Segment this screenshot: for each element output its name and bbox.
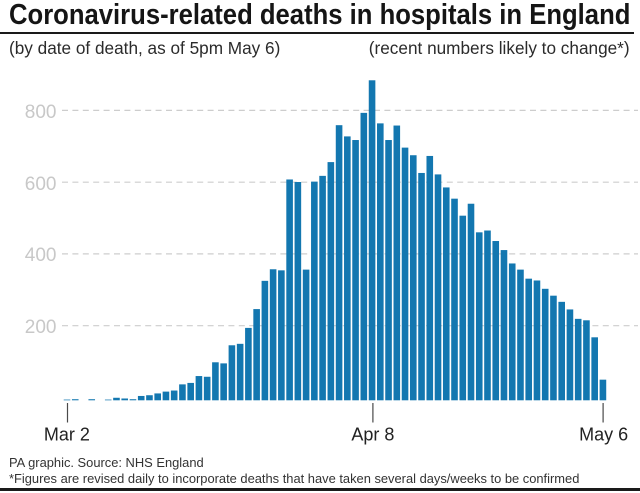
svg-text:600: 600 [25, 174, 57, 195]
svg-text:200: 200 [25, 317, 57, 338]
svg-text:May 6: May 6 [579, 425, 628, 445]
svg-text:800: 800 [25, 102, 57, 123]
svg-text:Apr 8: Apr 8 [351, 425, 394, 445]
svg-text:400: 400 [25, 245, 57, 266]
svg-text:Mar 2: Mar 2 [44, 425, 90, 445]
